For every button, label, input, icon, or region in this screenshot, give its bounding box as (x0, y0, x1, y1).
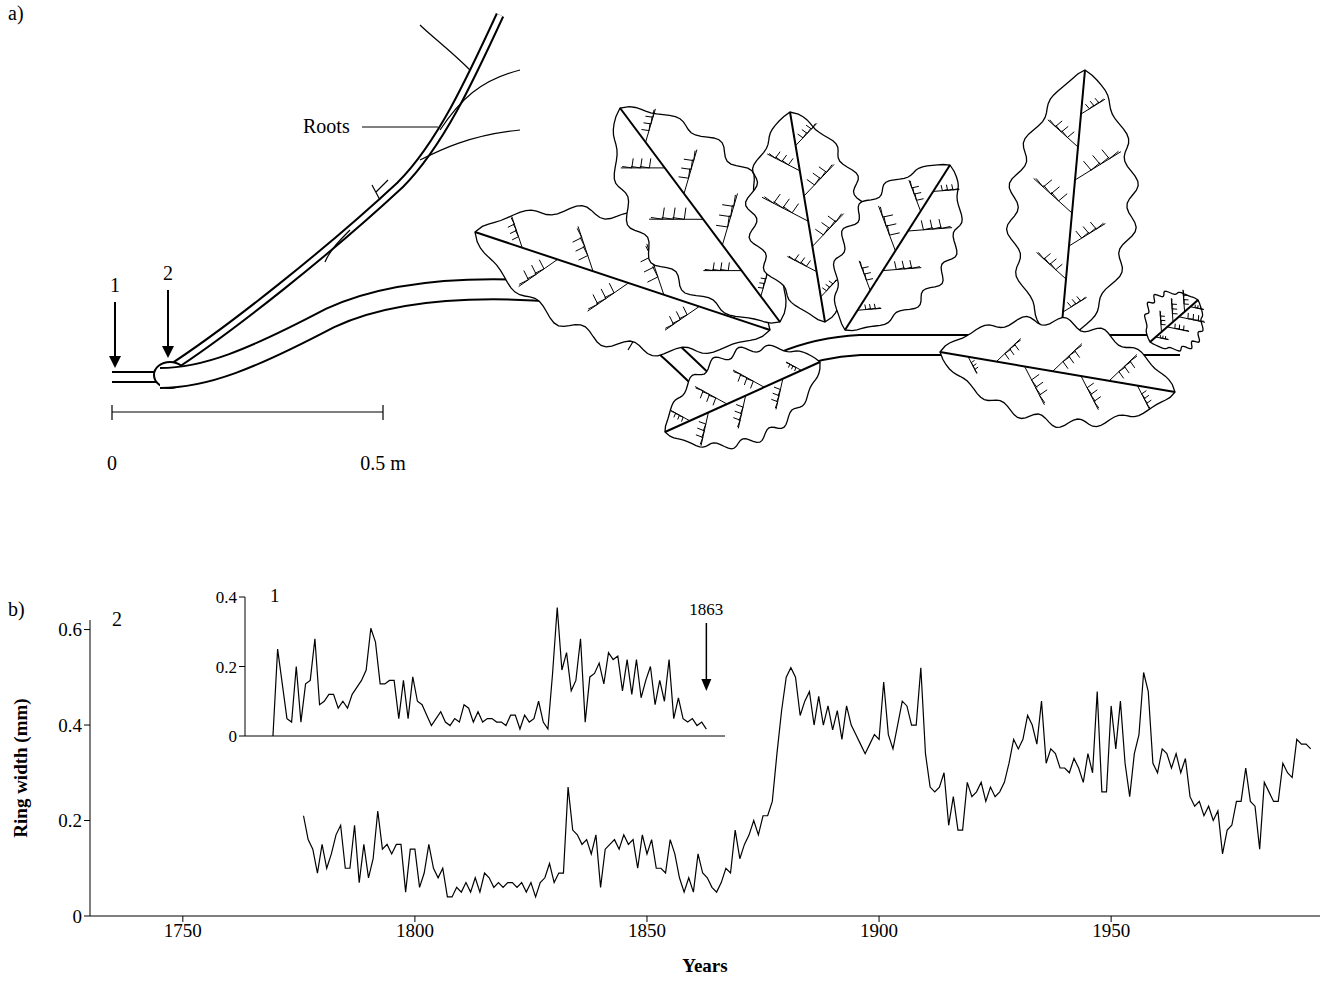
svg-text:1900: 1900 (860, 920, 898, 941)
svg-text:0.5 m: 0.5 m (360, 452, 406, 474)
svg-text:1750: 1750 (164, 920, 202, 941)
svg-text:0: 0 (107, 452, 117, 474)
svg-text:1850: 1850 (628, 920, 666, 941)
svg-text:0.4: 0.4 (216, 588, 238, 607)
svg-text:0.6: 0.6 (58, 619, 82, 640)
svg-text:1950: 1950 (1092, 920, 1130, 941)
svg-text:0: 0 (229, 727, 238, 746)
html-text:1: 1 (270, 585, 280, 606)
svg-text:Years: Years (682, 955, 727, 976)
svg-text:Ring width (mm): Ring width (mm) (10, 698, 32, 837)
svg-text:1863: 1863 (689, 600, 723, 619)
html-text:2: 2 (112, 608, 122, 630)
svg-text:0: 0 (73, 906, 83, 927)
svg-text:0.2: 0.2 (216, 658, 237, 677)
svg-text:1: 1 (110, 274, 120, 296)
svg-text:a): a) (8, 2, 24, 25)
svg-text:0.4: 0.4 (58, 715, 82, 736)
html-text:b): b) (8, 598, 25, 620)
svg-text:1800: 1800 (396, 920, 434, 941)
svg-text:Roots: Roots (303, 115, 350, 137)
svg-text:0.2: 0.2 (58, 810, 82, 831)
svg-text:2: 2 (163, 262, 173, 284)
